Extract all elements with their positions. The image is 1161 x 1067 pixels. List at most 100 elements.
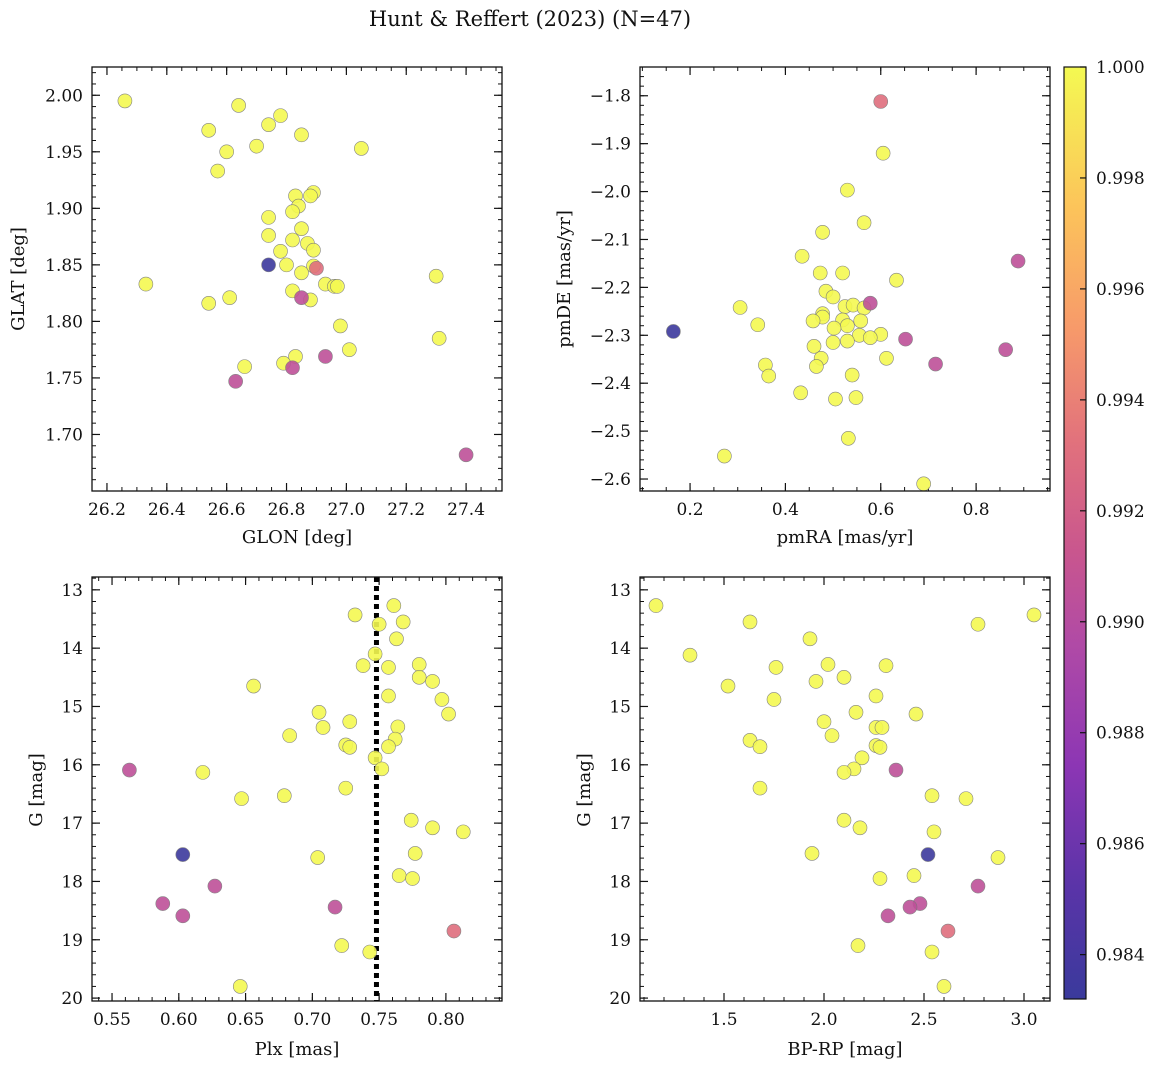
x-tick-label: 26.4 [148,500,186,520]
x-tick-label: 26.8 [268,500,306,520]
data-point [311,705,327,720]
y-tick-label: 1.75 [45,369,83,389]
data-point [924,944,940,960]
y-tick-label: −2.5 [590,422,631,442]
data-point [970,616,986,632]
colorbar-tick-label: 0.990 [1096,613,1145,633]
data-point [386,598,402,613]
data-point [840,318,855,334]
data-point [381,739,396,755]
data-point [1026,607,1042,623]
data-point [318,349,333,364]
data-point [872,739,888,755]
data-point [958,791,974,806]
data-point [261,228,276,243]
colorbar-tick-label: 0.984 [1096,946,1145,966]
y-tick-label: 20 [61,989,83,1009]
data-point [458,447,474,463]
data-point [425,674,440,689]
x-tick-label: 0.75 [360,1010,398,1030]
data-point [282,728,297,743]
data-point [844,367,860,383]
colorbar-gradient [1063,66,1087,1000]
y-tick-label: −2.3 [590,326,631,346]
data-point [816,714,832,729]
data-point [862,330,878,345]
y-tick-label: 13 [61,581,83,601]
data-point [294,221,309,236]
data-point [888,762,904,778]
data-point [682,647,698,663]
data-point [122,762,137,778]
ticks [92,577,502,1001]
x-tick-label: 3.0 [1010,1010,1037,1030]
data-point [327,899,343,915]
data-point [389,631,404,647]
data-point [277,788,292,804]
data-point [794,248,810,264]
data-point [898,331,913,347]
x-tick-label: 27.2 [387,500,425,520]
data-point [840,182,855,198]
data-point [446,923,462,939]
data-point [210,163,225,179]
data-point [766,692,782,707]
x-tick-label: 2.5 [910,1010,937,1030]
x-tick-label: 0.70 [293,1010,331,1030]
data-point [926,824,942,840]
data-point [246,678,261,694]
data-point [428,268,444,284]
x-tick-label: 27.0 [327,500,365,520]
data-point [820,657,836,672]
ticks [91,67,502,492]
data-point [411,670,427,685]
data-point [367,646,383,662]
y-tick-label: 19 [609,931,631,951]
data-point [261,117,276,132]
data-point [411,657,427,672]
data-point [309,260,324,276]
y-tick-label: −2.1 [590,230,631,250]
data-point [405,871,420,886]
data-point [155,896,171,911]
panel-plx-g: Plx [mas] G [mag] 0.55 0.60 0.65 0.70 0.75 0.… [26,576,503,1060]
data-point [279,257,294,273]
axes-frame [639,66,1051,492]
data-point [880,908,896,924]
data-point [824,728,840,743]
x-tick-label: 26.2 [88,500,126,520]
data-point [431,331,447,346]
data-point [354,141,369,156]
data-point [836,812,852,828]
data-point [879,350,894,366]
x-tick-label: 0.55 [93,1010,131,1030]
y-tick-label: 1.80 [45,312,83,332]
data-point [648,598,664,613]
y-tick-label: 14 [609,639,631,659]
x-tick-label: 1.5 [710,1010,737,1030]
data-point [201,123,217,138]
points [122,598,471,994]
data-point [809,359,824,374]
x-tick-label: 0.80 [427,1010,465,1030]
ticks [640,577,1050,1001]
data-point [261,210,276,225]
y-tick-label: 1.90 [45,199,83,219]
data-point [355,658,371,673]
data-point [367,750,383,766]
y-tick-label: 2.00 [45,86,83,106]
data-point [750,317,766,333]
x-tick-label: 0.4 [772,500,799,520]
data-point [768,660,784,675]
data-point [802,631,818,647]
data-point [441,706,456,722]
data-point [812,265,828,281]
colorbar-tick-label: 0.988 [1096,724,1145,744]
data-point [793,385,808,401]
y-tick-label: 16 [609,756,631,776]
data-point [138,276,154,292]
data-point [875,145,891,161]
data-point [175,847,191,862]
data-point [805,313,821,329]
data-point [666,324,681,339]
